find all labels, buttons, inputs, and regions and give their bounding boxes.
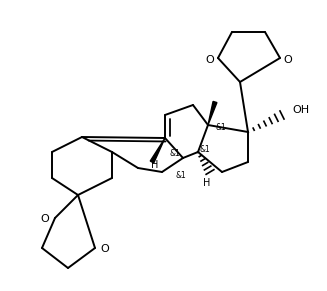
Text: OH: OH — [292, 105, 309, 115]
Text: &1: &1 — [175, 171, 186, 180]
Polygon shape — [150, 138, 165, 163]
Text: H: H — [151, 160, 159, 170]
Polygon shape — [208, 102, 217, 125]
Text: &1: &1 — [215, 123, 226, 132]
Text: H: H — [203, 178, 211, 188]
Text: O: O — [101, 244, 109, 254]
Text: &1: &1 — [170, 148, 181, 157]
Text: &1: &1 — [200, 146, 211, 155]
Text: O: O — [206, 55, 215, 65]
Text: O: O — [41, 214, 49, 224]
Text: O: O — [284, 55, 292, 65]
